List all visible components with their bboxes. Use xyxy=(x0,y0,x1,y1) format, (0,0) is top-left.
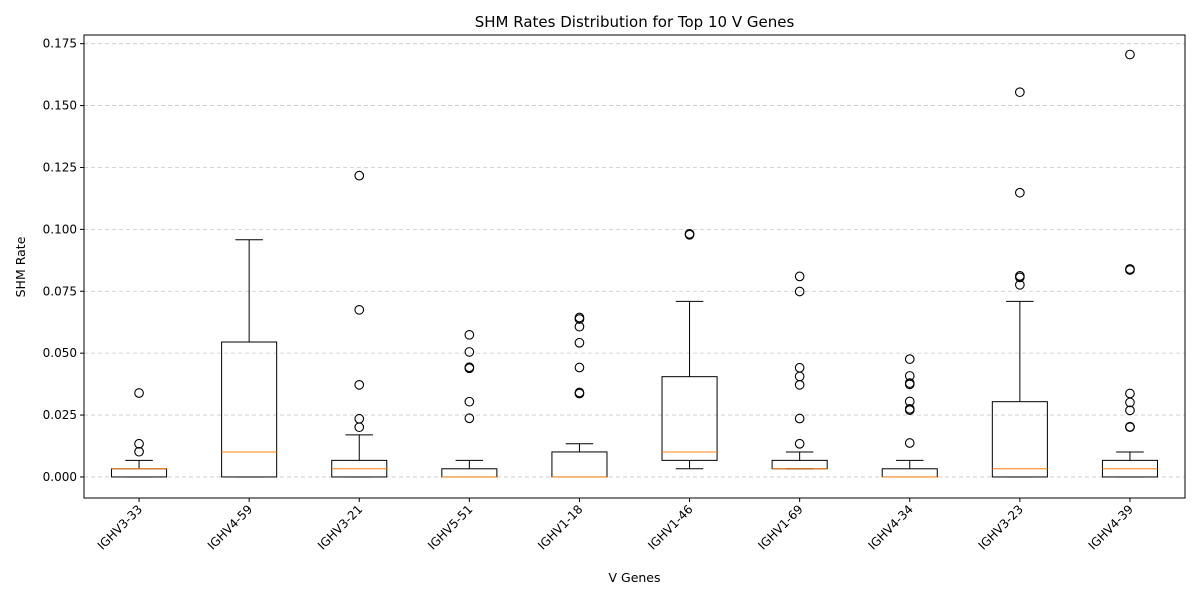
outlier-point xyxy=(354,170,365,181)
outlier-point xyxy=(134,438,144,449)
outlier-point xyxy=(464,329,475,340)
box-IGHV1-69 xyxy=(771,271,828,470)
iqr-box xyxy=(661,376,718,461)
outlier-point xyxy=(464,413,475,424)
outlier-point xyxy=(464,347,475,357)
iqr-box xyxy=(551,451,608,478)
plot-frame xyxy=(83,34,1186,499)
outlier-point xyxy=(354,304,365,315)
iqr-box xyxy=(221,341,278,478)
y-tick-label: 0.050 xyxy=(43,346,77,360)
y-axis-label: SHM Rate xyxy=(13,236,28,297)
outlier-point xyxy=(904,396,915,407)
outlier-point xyxy=(1014,87,1025,98)
y-tick-label: 0.175 xyxy=(43,37,77,51)
x-tick-label: IGHV4-59 xyxy=(205,502,255,552)
grid-lines xyxy=(84,43,1185,478)
outlier-point xyxy=(794,413,805,424)
outlier-point xyxy=(1125,49,1135,60)
box-IGHV3-33 xyxy=(111,388,168,478)
outlier-point xyxy=(904,378,915,388)
x-tick-label: IGHV1-69 xyxy=(755,502,805,552)
iqr-box xyxy=(111,468,168,478)
outlier-point xyxy=(1125,388,1135,399)
outlier-point xyxy=(794,438,805,449)
x-tick-label: IGHV1-46 xyxy=(645,502,695,552)
iqr-box xyxy=(991,401,1048,478)
y-tick-label: 0.025 xyxy=(43,408,77,422)
x-axis-label: V Genes xyxy=(608,570,660,585)
outlier-point xyxy=(794,286,805,297)
y-tick-label: 0.100 xyxy=(43,222,77,236)
x-tick-label: IGHV4-34 xyxy=(865,502,915,552)
outlier-point xyxy=(354,379,365,390)
outlier-point xyxy=(1125,405,1135,416)
outlier-point xyxy=(354,422,365,433)
outlier-point xyxy=(574,387,585,398)
x-tick-label: IGHV1-18 xyxy=(535,502,585,552)
outlier-point xyxy=(464,396,475,407)
x-axis: IGHV3-33 IGHV4-59 IGHV3-21 IGHV5-51 IGHV1-18… xyxy=(95,498,1136,553)
box-IGHV4-59 xyxy=(221,239,278,478)
outlier-point xyxy=(794,362,805,373)
outlier-point xyxy=(464,362,475,373)
outlier-point xyxy=(574,321,585,332)
outlier-point xyxy=(134,446,144,457)
outlier-point xyxy=(904,354,915,364)
outlier-point xyxy=(134,388,144,398)
box-IGHV3-23 xyxy=(991,87,1048,478)
x-tick-label: IGHV4-39 xyxy=(1086,502,1136,552)
x-tick-label: IGHV5-51 xyxy=(425,502,475,552)
box-IGHV1-46 xyxy=(661,228,718,470)
outlier-point xyxy=(574,362,585,373)
y-tick-label: 0.075 xyxy=(43,284,77,298)
outlier-point xyxy=(904,371,915,381)
iqr-box xyxy=(441,468,498,478)
box-IGHV4-34 xyxy=(881,354,938,478)
outlier-point xyxy=(1125,264,1135,274)
x-tick-label: IGHV3-33 xyxy=(95,502,145,552)
x-tick-label: IGHV3-23 xyxy=(976,502,1026,552)
box-IGHV4-39 xyxy=(1101,49,1158,478)
iqr-box xyxy=(881,468,938,478)
outlier-point xyxy=(794,271,805,282)
x-tick-label: IGHV3-21 xyxy=(315,502,365,552)
box-IGHV5-51 xyxy=(441,329,498,478)
box-series xyxy=(111,49,1158,478)
outlier-point xyxy=(904,404,915,414)
outlier-point xyxy=(1014,271,1025,281)
outlier-point xyxy=(794,371,805,382)
chart-title: SHM Rates Distribution for Top 10 V Gene… xyxy=(475,13,795,31)
outlier-point xyxy=(794,379,805,390)
y-axis: 0.000 0.025 0.050 0.075 0.100 0.125 0.150 0.175 xyxy=(43,37,84,484)
outlier-point xyxy=(354,413,365,424)
y-tick-label: 0.125 xyxy=(43,160,77,174)
outlier-point xyxy=(1125,397,1135,408)
outlier-point xyxy=(684,228,695,239)
outlier-point xyxy=(904,438,915,448)
outlier-point xyxy=(1014,187,1025,198)
outlier-point xyxy=(574,337,585,348)
outlier-point xyxy=(574,312,585,323)
iqr-box xyxy=(771,459,828,470)
box-IGHV1-18 xyxy=(551,312,608,478)
outlier-point xyxy=(1125,421,1135,432)
box-IGHV3-21 xyxy=(331,170,388,478)
y-tick-label: 0.150 xyxy=(43,99,77,113)
y-tick-label: 0.000 xyxy=(43,470,77,484)
